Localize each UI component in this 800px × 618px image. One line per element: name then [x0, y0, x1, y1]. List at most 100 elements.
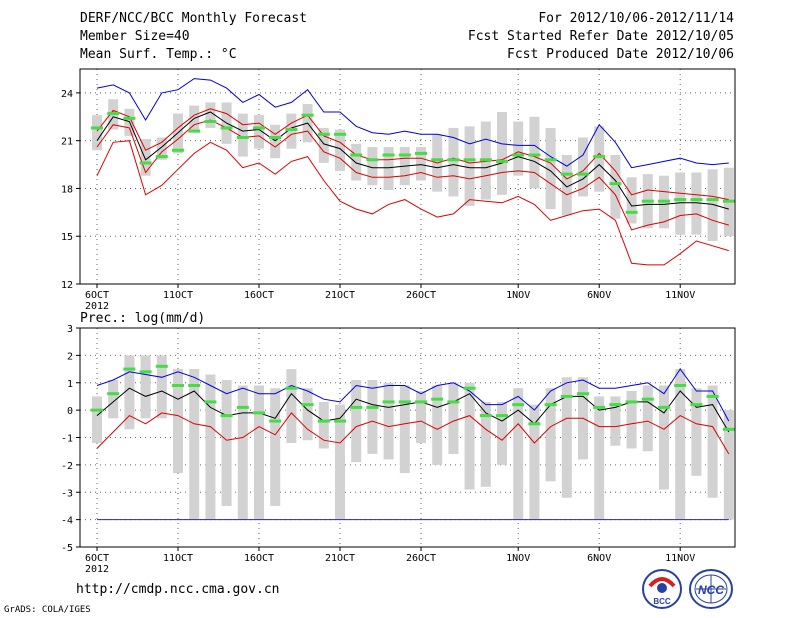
temp-range-box — [610, 155, 621, 219]
temp-ensemble-marker — [220, 126, 233, 130]
precip-ytick-label: 0 — [67, 406, 73, 417]
temp-panel: 12 15 18 21 24 6OCT 11OCT 16OCT 21OCT 26OCT 1NOV 6N… — [61, 68, 736, 312]
temp-lower-line — [96, 119, 729, 231]
precip-range-box — [675, 369, 686, 520]
precip-ensemble-marker — [269, 419, 282, 423]
precip-ensemble-marker — [350, 405, 363, 409]
precip-range-box — [659, 385, 669, 490]
variable-label: Mean Surf. Temp.: °C — [80, 47, 237, 62]
precip-ensemble-marker — [236, 405, 249, 409]
precip-range-box — [351, 380, 362, 463]
temp-year-label: 2012 — [85, 301, 109, 312]
temp-ensemble-marker — [463, 158, 476, 162]
temp-xtick-label: 21OCT — [325, 290, 355, 301]
temp-ensemble-marker — [577, 172, 589, 176]
precip-range-box — [335, 404, 345, 520]
precip-xtick-label: 26OCT — [406, 553, 436, 564]
precip-range-box — [124, 355, 135, 430]
precip-range-box — [286, 369, 297, 443]
temp-range-box — [529, 116, 540, 189]
precip-ensemble-marker — [577, 392, 589, 396]
bcc-logo-text: BCC — [653, 597, 671, 606]
temp-ensemble-marker — [674, 198, 687, 202]
precip-ensemble-marker — [107, 392, 120, 396]
precip-ensemble-marker — [123, 367, 136, 371]
precip-xtick-label: 11NOV — [665, 553, 695, 564]
precip-xtick-label: 16OCT — [244, 553, 274, 564]
precip-ensemble-marker — [722, 427, 735, 431]
temp-ensemble-marker — [398, 153, 411, 157]
temp-range-box — [173, 113, 183, 154]
temp-ensemble-marker — [722, 199, 735, 203]
precip-ensemble-marker — [204, 400, 217, 404]
precip-ytick-label: -5 — [61, 543, 73, 554]
precip-range-box — [610, 396, 621, 446]
temp-upper-line — [96, 108, 729, 201]
precip-range-box — [723, 410, 734, 520]
temp-ensemble-marker — [204, 120, 217, 124]
temp-ensemble-marker — [706, 198, 719, 202]
forecast-produced-label: Fcst Produced Date 2012/10/06 — [507, 47, 734, 62]
temp-xtick-label: 16OCT — [244, 290, 274, 301]
temp-ensemble-marker — [560, 172, 573, 176]
precip-ensemble-marker — [398, 400, 411, 404]
bcc-logo: BCC — [642, 569, 682, 609]
precip-ensemble-marker — [431, 397, 444, 401]
temp-xtick-label: 11OCT — [163, 290, 193, 301]
temp-ensemble-marker — [658, 199, 670, 203]
precip-ensemble-marker — [706, 394, 719, 398]
precip-ensemble-marker — [285, 386, 298, 390]
precip-range-box — [529, 404, 540, 520]
temp-ensemble-marker — [91, 126, 103, 130]
temp-ensemble-marker — [139, 161, 152, 165]
temp-ytick-label: 15 — [61, 232, 73, 243]
temp-range-box — [335, 129, 345, 171]
temp-range-box — [270, 124, 281, 159]
precip-ensemble-marker — [512, 403, 525, 407]
precip-xtick-label: 11OCT — [163, 553, 193, 564]
precip-ensemble-marker — [544, 403, 557, 407]
temp-ytick-label: 21 — [61, 137, 73, 148]
temp-mean-line — [96, 111, 729, 210]
precip-range-box — [594, 396, 605, 520]
temp-range-box — [626, 177, 637, 224]
temp-ensemble-marker — [690, 198, 703, 202]
precip-ensemble-marker — [625, 400, 638, 404]
temp-range-box — [675, 172, 686, 235]
temp-ensemble-marker — [301, 113, 314, 117]
grads-credit: GrADS: COLA/IGES — [4, 605, 91, 615]
temp-ensemble-marker — [641, 199, 654, 203]
precip-range-box — [399, 385, 410, 474]
precip-ytick-label: -1 — [61, 434, 73, 445]
temp-ensemble-marker — [269, 135, 282, 139]
precip-range-box — [497, 401, 507, 465]
precip-range-box — [92, 396, 102, 443]
precip-range-box — [302, 388, 313, 441]
temp-range-box — [237, 113, 248, 157]
temp-min-line — [96, 140, 729, 266]
temp-range-box — [318, 127, 329, 163]
temp-ensemble-marker — [625, 210, 638, 214]
precip-range-box — [221, 380, 232, 506]
precip-ensemble-marker — [301, 403, 314, 407]
temp-ensemble-marker — [107, 112, 120, 116]
precip-ensemble-marker — [188, 383, 201, 387]
temp-range-box — [156, 137, 167, 160]
temp-range-box — [578, 137, 588, 197]
precip-ensemble-marker — [528, 422, 541, 426]
temp-ensemble-marker — [285, 128, 298, 132]
temp-ensemble-marker — [236, 135, 249, 139]
temp-ensemble-marker — [431, 158, 444, 162]
precip-ensemble-marker — [593, 405, 606, 409]
precip-panel: -5 -4 -3 -2 -1 0 1 2 3 6OCT 11OCT 16OCT 21OCT 26OCT 1N… — [61, 324, 736, 575]
precip-range-box — [237, 385, 248, 520]
precip-ytick-label: 2 — [67, 351, 73, 362]
precip-range-box — [189, 369, 200, 520]
temp-ensemble-marker — [172, 148, 184, 152]
temp-range-box — [351, 143, 362, 181]
precip-ensemble-marker — [560, 394, 573, 398]
precip-ensemble-marker — [91, 408, 103, 412]
precip-range-box — [642, 385, 653, 452]
source-url[interactable]: http://cmdp.ncc.cma.gov.cn — [76, 582, 280, 597]
